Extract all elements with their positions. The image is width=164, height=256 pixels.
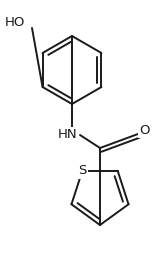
Text: HO: HO bbox=[5, 16, 25, 28]
Text: HN: HN bbox=[58, 129, 78, 142]
Text: S: S bbox=[78, 164, 87, 177]
Text: O: O bbox=[140, 123, 150, 136]
